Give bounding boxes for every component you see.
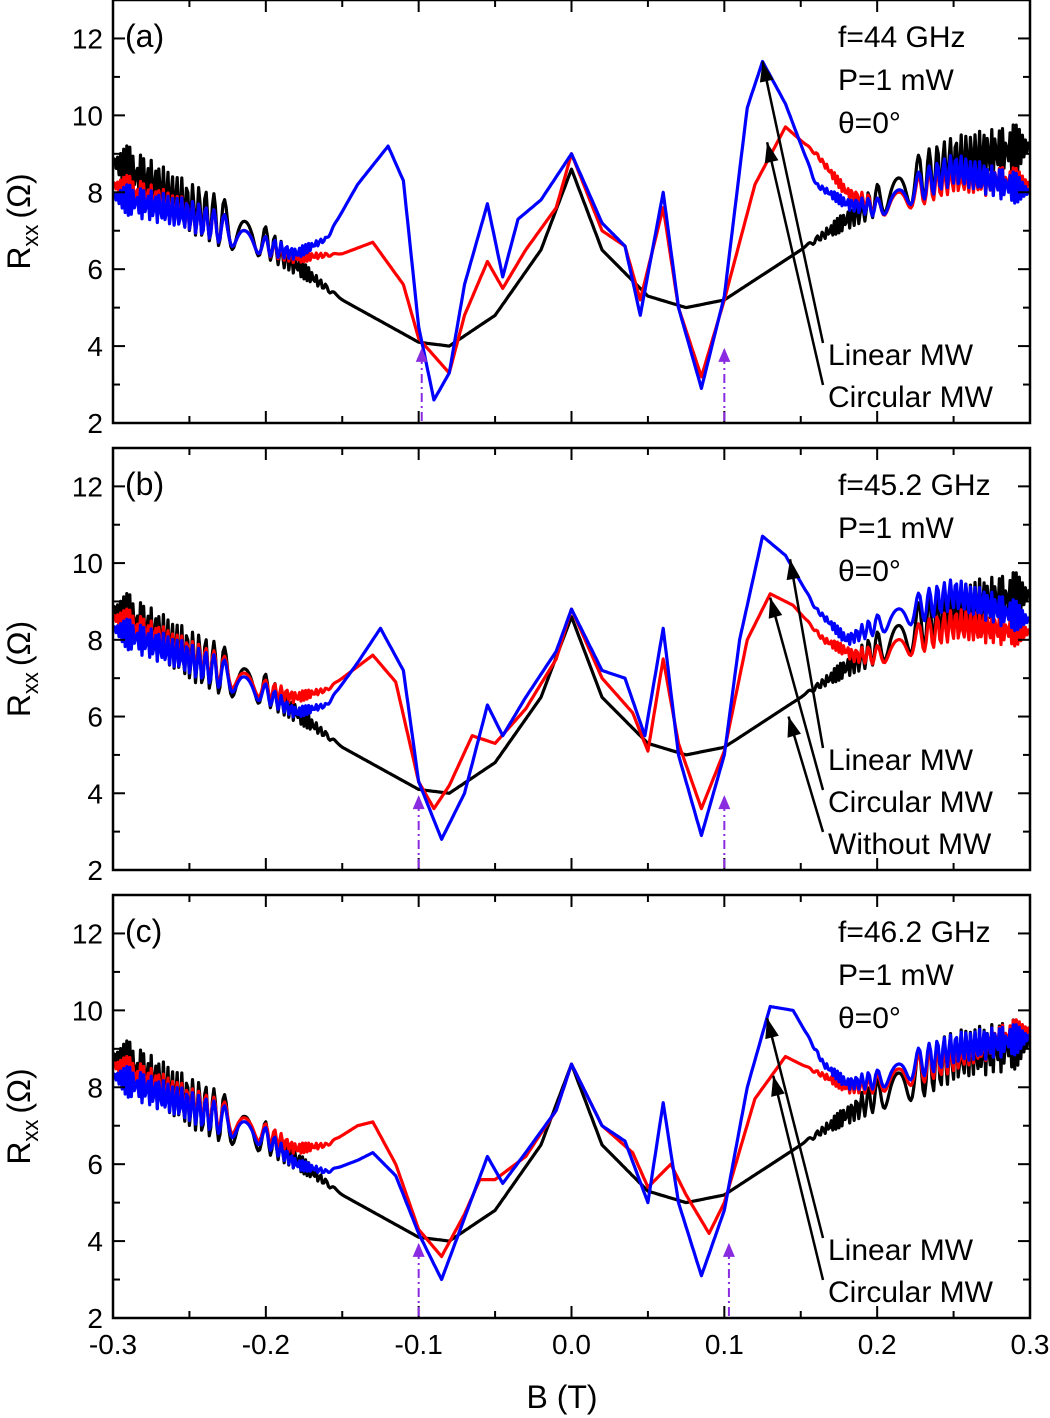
y-tick-label: 2 [87, 1303, 103, 1334]
resonance-marker-arrowhead [722, 1242, 735, 1257]
panel-b: 2 4 6 8 10 12 Rxx (Ω) (b) f=45.2 GHz P=1 mW θ=0° Lin… [1, 446, 1032, 886]
series-group [113, 59, 1030, 402]
legend-arrowhead [764, 142, 779, 164]
x-tick-label: 0.0 [552, 1329, 591, 1360]
param-f: f=45.2 GHz [838, 469, 991, 502]
panel-label: (b) [125, 466, 164, 502]
y-tick-label: 12 [72, 23, 103, 54]
panel-a: 2 4 6 8 10 12 Rxx (Ω) (a) f=44 GHz P=1 mW θ=0° Linea… [1, 0, 1032, 439]
legend-label: Linear MW [828, 339, 974, 372]
legend-label: Circular MW [828, 786, 994, 819]
param-theta: θ=0° [838, 1002, 901, 1035]
series-line-without-mw [113, 571, 1030, 795]
y-tick-label: 12 [72, 918, 103, 949]
legend-arrowhead [771, 1075, 785, 1097]
series-line-without-mw [113, 123, 1030, 348]
legend-arrow-line [788, 559, 825, 749]
y-axis-label-unit: (Ω) [1, 621, 37, 666]
y-axis-label-sub: xx [18, 672, 43, 694]
y-axis-label-main: R [1, 694, 37, 717]
series-group [113, 1004, 1030, 1282]
legend-arrowhead [787, 716, 801, 738]
legend-arrowhead [768, 597, 783, 619]
legend-label: Circular MW [828, 1276, 994, 1309]
legend-arrow-line [772, 1075, 825, 1281]
resonance-marker-arrowhead [412, 1242, 425, 1257]
legend-arrowhead [759, 61, 774, 83]
param-f: f=44 GHz [838, 21, 966, 54]
y-axis-label-unit: (Ω) [1, 1068, 37, 1113]
y-axis-label-main: R [1, 247, 37, 270]
legend-arrow-line [787, 716, 825, 833]
x-tick-label: -0.1 [395, 1329, 443, 1360]
y-tick-label: 8 [87, 1072, 103, 1103]
y-tick-label: 2 [87, 855, 103, 886]
y-tick-label: 8 [87, 177, 103, 208]
series-line-linear-mw [113, 59, 1030, 402]
series-group [113, 534, 1030, 841]
y-tick-label: 6 [87, 702, 103, 733]
series-line-linear-mw [113, 1004, 1030, 1282]
y-axis-label: Rxx (Ω) [1, 621, 43, 717]
y-axis-label: Rxx (Ω) [1, 1068, 43, 1164]
param-P: P=1 mW [838, 512, 955, 545]
x-tick-label: 0.2 [858, 1329, 897, 1360]
legend-label: Circular MW [828, 381, 994, 414]
panel-label: (c) [125, 913, 162, 949]
resonance-marker-arrowhead [718, 347, 731, 362]
y-tick-label: 4 [87, 1226, 103, 1257]
series-line-linear-mw [113, 534, 1030, 841]
param-theta: θ=0° [838, 555, 901, 588]
legend-arrowhead [786, 559, 801, 581]
panel-c: 2 4 6 8 10 12 -0.3 -0.2 -0.1 0.0 0.1 0.2 0.3 Rxx (Ω) (c… [1, 893, 1050, 1360]
legend-arrow-line [765, 142, 825, 386]
legend-arrow-line [765, 1017, 825, 1239]
y-axis-label-main: R [1, 1142, 37, 1165]
legend-label: Without MW [828, 828, 992, 861]
y-tick-label: 8 [87, 625, 103, 656]
x-tick-label: 0.1 [705, 1329, 744, 1360]
y-axis-label-unit: (Ω) [1, 173, 37, 218]
y-tick-label: 4 [87, 778, 103, 809]
x-tick-label: 0.3 [1011, 1329, 1050, 1360]
y-tick-label: 2 [87, 408, 103, 439]
param-f: f=46.2 GHz [838, 916, 991, 949]
y-axis-label: Rxx (Ω) [1, 173, 43, 269]
resonance-marker-arrowhead [718, 795, 731, 810]
legend-arrow-line [768, 597, 825, 791]
x-tick-label: -0.2 [242, 1329, 290, 1360]
y-tick-label: 12 [72, 471, 103, 502]
y-tick-label: 10 [72, 548, 103, 579]
y-axis-label-sub: xx [18, 225, 43, 247]
series-line-circular-mw [113, 1018, 1030, 1259]
y-tick-label: 6 [87, 254, 103, 285]
y-tick-label: 10 [72, 100, 103, 131]
x-tick-label: -0.3 [89, 1329, 137, 1360]
y-tick-label: 10 [72, 995, 103, 1026]
legend-arrow-line [761, 61, 825, 344]
y-tick-label: 6 [87, 1149, 103, 1180]
param-theta: θ=0° [838, 107, 901, 140]
panel-label: (a) [125, 18, 164, 54]
x-axis-label: B (T) [526, 1379, 597, 1415]
legend-label: Linear MW [828, 1234, 974, 1267]
param-P: P=1 mW [838, 64, 955, 97]
param-P: P=1 mW [838, 959, 955, 992]
resonance-marker-arrowhead [415, 347, 428, 362]
y-axis-label-sub: xx [18, 1120, 43, 1142]
legend-arrowhead [765, 1018, 779, 1040]
resonance-marker-arrowhead [412, 795, 425, 810]
legend-label: Linear MW [828, 744, 974, 777]
y-tick-label: 4 [87, 331, 103, 362]
